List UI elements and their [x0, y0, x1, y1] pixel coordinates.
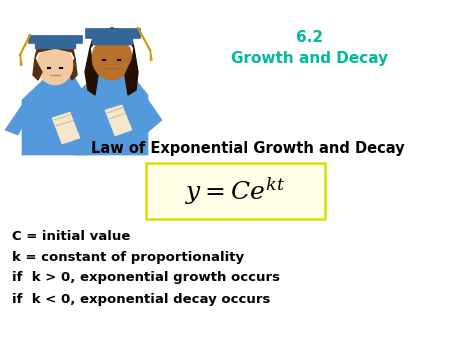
Polygon shape	[85, 48, 98, 95]
Polygon shape	[33, 58, 42, 80]
Polygon shape	[138, 100, 162, 132]
Polygon shape	[35, 43, 75, 48]
Polygon shape	[78, 105, 100, 135]
Text: C = initial value: C = initial value	[12, 230, 130, 242]
Polygon shape	[68, 58, 77, 80]
Text: 6.2: 6.2	[297, 30, 324, 46]
Text: Law of Exponential Growth and Decay: Law of Exponential Growth and Decay	[91, 141, 405, 155]
Polygon shape	[5, 105, 30, 135]
Polygon shape	[58, 100, 82, 130]
Text: if  k < 0, exponential decay occurs: if k < 0, exponential decay occurs	[12, 292, 270, 306]
Polygon shape	[35, 40, 75, 58]
Ellipse shape	[92, 36, 132, 80]
Polygon shape	[105, 105, 132, 136]
Polygon shape	[85, 28, 140, 38]
Ellipse shape	[37, 45, 73, 85]
Text: Growth and Decay: Growth and Decay	[231, 50, 388, 66]
Polygon shape	[92, 38, 132, 44]
Polygon shape	[28, 35, 82, 43]
Polygon shape	[75, 73, 148, 155]
FancyBboxPatch shape	[146, 163, 325, 219]
Text: $y = Ce^{kt}$: $y = Ce^{kt}$	[185, 175, 286, 207]
Text: if  k > 0, exponential growth occurs: if k > 0, exponential growth occurs	[12, 271, 280, 285]
Polygon shape	[52, 112, 80, 144]
Polygon shape	[125, 48, 138, 95]
Polygon shape	[22, 78, 88, 155]
Text: k = constant of proportionality: k = constant of proportionality	[12, 250, 244, 264]
Polygon shape	[90, 28, 134, 48]
